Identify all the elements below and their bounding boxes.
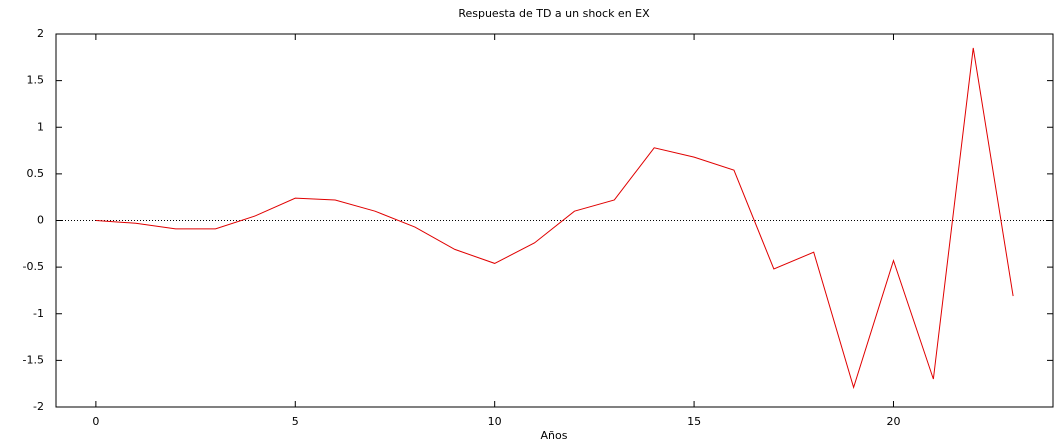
data-line (95, 47, 1014, 390)
x-tick-label: 10 (488, 415, 502, 428)
x-tick-label: 0 (92, 415, 99, 428)
y-tick-label: 2 (37, 27, 44, 40)
x-axis-label: Años (541, 429, 568, 442)
y-tick-label: -0.5 (23, 260, 44, 273)
y-tick-label: -1 (33, 307, 44, 320)
x-tick-label: 15 (687, 415, 701, 428)
y-tick-label: 0.5 (27, 167, 45, 180)
chart-title: Respuesta de TD a un shock en EX (458, 7, 650, 20)
y-tick-label: -2 (33, 400, 44, 413)
x-tick-label: 20 (886, 415, 900, 428)
x-tick-label: 5 (292, 415, 299, 428)
y-tick-label: -1.5 (23, 353, 44, 366)
y-tick-label: 1 (37, 120, 44, 133)
y-tick-label: 1.5 (27, 74, 45, 87)
y-tick-label: 0 (37, 214, 44, 227)
